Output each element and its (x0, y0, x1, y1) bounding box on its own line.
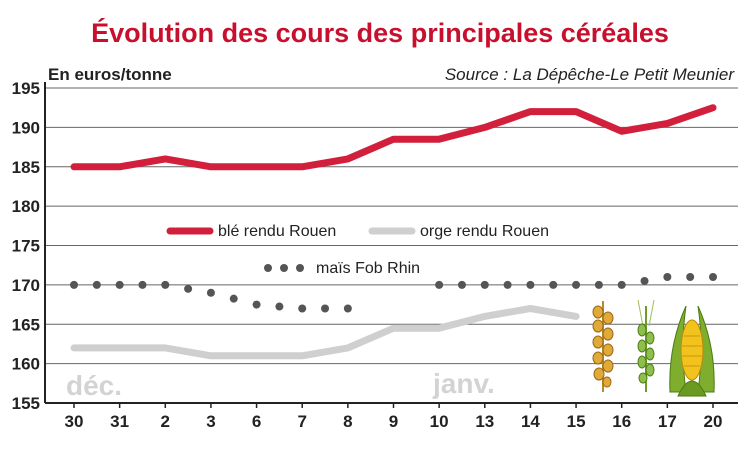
wheat-ear-icon (592, 301, 614, 392)
y-tick-label: 175 (12, 237, 40, 256)
x-tick-label: 13 (475, 412, 494, 431)
y-tick-label: 155 (12, 394, 40, 413)
legend-label-ble: blé rendu Rouen (218, 223, 336, 240)
x-tick-label: 17 (658, 412, 677, 431)
x-tick-label: 20 (704, 412, 723, 431)
point-mais (161, 280, 170, 289)
point-mais (709, 273, 717, 281)
point-mais-mid (686, 273, 695, 281)
legend: blé rendu Rouen orge rendu Rouen maïs Fob … (166, 223, 549, 277)
point-mais-mid (503, 280, 512, 289)
x-tick-label: 30 (65, 412, 84, 431)
point-mais-mid (275, 302, 284, 311)
source-label: Source : La Dépêche-Le Petit Meunier (445, 65, 736, 84)
point-mais-mid (138, 280, 147, 289)
x-tick-label: 15 (567, 412, 586, 431)
x-tick-label: 9 (389, 412, 398, 431)
period-labels: déc. janv. (66, 368, 495, 401)
point-mais (617, 280, 626, 289)
grid (45, 87, 738, 404)
point-mais (526, 280, 535, 289)
x-tick-label: 14 (521, 412, 540, 431)
point-mais-mid (184, 284, 193, 293)
x-tick-label: 10 (430, 412, 449, 431)
y-tick-label: 170 (12, 276, 40, 295)
y-tick-label: 195 (12, 79, 40, 98)
axes: 155 160 165 170 175 180 185 190 195 30 31 2 3 6 7 8 9 10 1… (12, 79, 738, 431)
chart-title: Évolution des cours des principales céré… (91, 17, 669, 48)
point-mais-mid (457, 280, 466, 289)
y-tick-label: 190 (12, 118, 40, 137)
point-mais-mid (229, 294, 238, 303)
point-mais (572, 280, 581, 289)
period-label-janv: janv. (432, 368, 495, 399)
y-tick-label: 185 (12, 158, 40, 177)
legend-swatch-mais-dot (264, 264, 272, 272)
y-tick-label: 160 (12, 355, 40, 374)
x-tick-label: 8 (343, 412, 352, 431)
point-mais (115, 280, 124, 289)
point-mais-mid (92, 280, 101, 289)
x-tick-label: 3 (206, 412, 215, 431)
legend-label-orge: orge rendu Rouen (420, 223, 549, 240)
period-label-dec: déc. (66, 370, 122, 401)
x-tick-label: 6 (252, 412, 261, 431)
point-mais (435, 280, 444, 289)
point-mais-mid (321, 304, 330, 313)
series-line-orge (70, 305, 580, 360)
point-mais (663, 273, 672, 281)
point-mais-mid (640, 276, 649, 285)
y-tick-label: 180 (12, 197, 40, 216)
point-mais (70, 280, 78, 289)
series-line-ble (70, 104, 717, 171)
legend-label-mais: maïs Fob Rhin (316, 260, 420, 277)
point-mais-mid (594, 280, 603, 289)
y-tick-label: 165 (12, 315, 40, 334)
barley-ear-icon (637, 299, 655, 392)
x-tick-label: 2 (161, 412, 170, 431)
x-tick-label: 7 (297, 412, 306, 431)
x-tick-label: 31 (110, 412, 129, 431)
point-mais (343, 304, 352, 313)
unit-label: En euros/tonne (48, 65, 172, 84)
point-mais (480, 280, 489, 289)
legend-swatch-mais-dot (296, 264, 304, 272)
x-tick-label: 16 (612, 412, 631, 431)
legend-swatch-mais-dot (280, 264, 288, 272)
point-mais (252, 300, 261, 309)
corn-cob-icon (669, 305, 715, 397)
point-mais (298, 304, 307, 313)
series-lines (70, 104, 717, 360)
point-mais (206, 288, 215, 297)
point-mais-mid (549, 280, 558, 289)
